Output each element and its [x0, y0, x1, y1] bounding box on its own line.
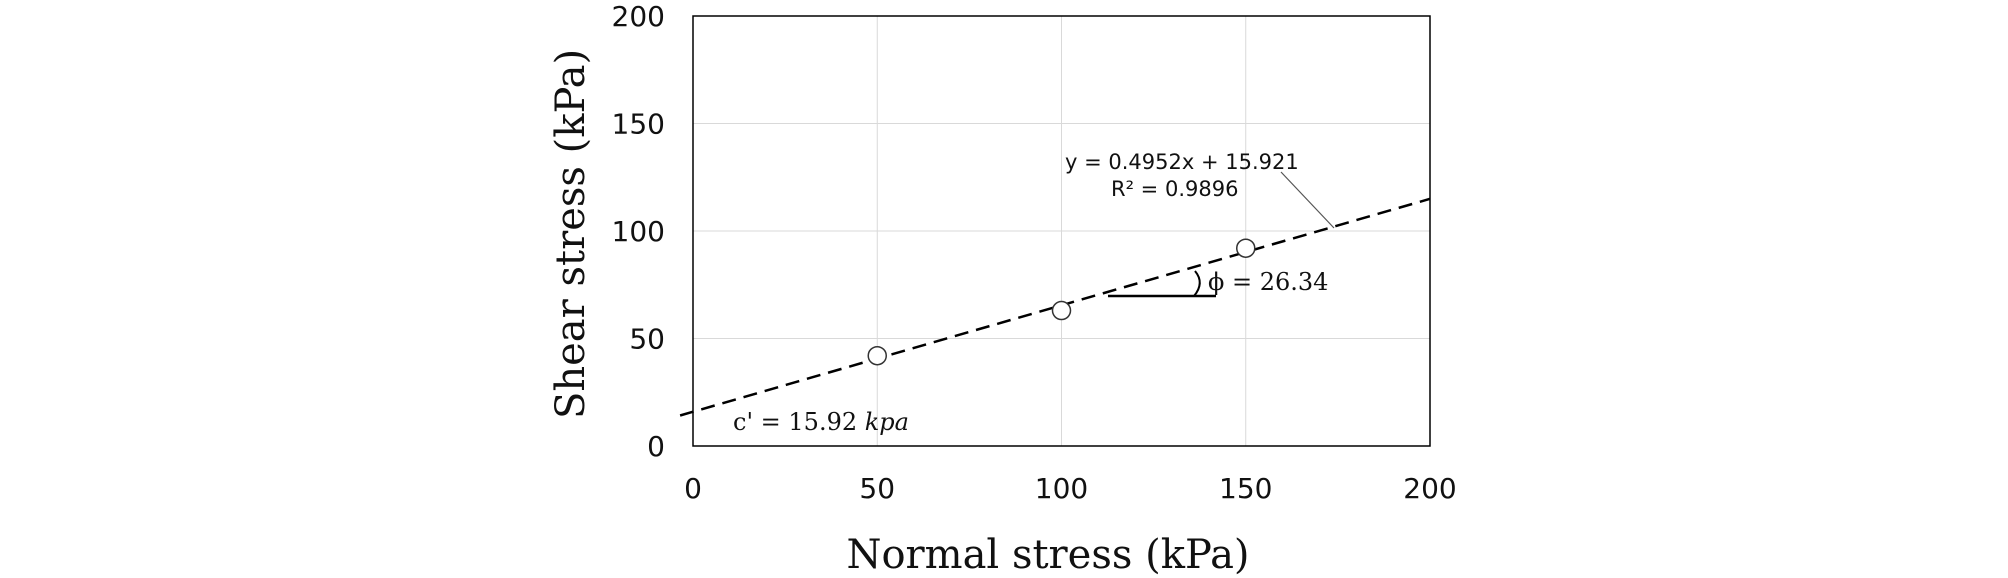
data-point [1236, 238, 1256, 258]
x-tick-label: 100 [1035, 472, 1088, 505]
y-tick-label: 100 [612, 215, 665, 248]
y-tick-label: 200 [612, 0, 665, 33]
trendline-equation: y = 0.4952x + 15.921 [1065, 150, 1299, 174]
x-tick-label: 50 [859, 472, 895, 505]
data-points [867, 238, 1256, 366]
y-tick-label: 0 [647, 430, 665, 463]
y-axis-title: Shear stress (kPa) [548, 49, 594, 419]
friction-angle-arc [1193, 270, 1201, 297]
data-point [1051, 300, 1072, 321]
x-tick-label: 0 [684, 472, 702, 505]
y-tick-label: 150 [612, 108, 665, 141]
y-tick-label: 50 [629, 323, 665, 356]
equation-leader-line [1280, 171, 1335, 229]
data-point [867, 345, 887, 366]
y-tick-labels: 0 50 100 150 200 [612, 0, 665, 463]
cohesion-value: c' = 15.92 [733, 408, 865, 436]
x-tick-label: 200 [1403, 472, 1456, 505]
x-tick-labels: 0 50 100 150 200 [684, 472, 1457, 505]
plot-area-border [692, 15, 1431, 447]
cohesion-unit: kpa [865, 408, 909, 436]
friction-angle-label: ϕ = 26.34 [1208, 268, 1328, 296]
trendline-group [679, 197, 1431, 417]
x-axis-title: Normal stress (kPa) [846, 532, 1249, 578]
trendline-r-squared: R² = 0.9896 [1111, 177, 1238, 201]
trendline [679, 197, 1431, 417]
x-tick-label: 150 [1219, 472, 1272, 505]
cohesion-label: c' = 15.92 kpa [733, 408, 909, 436]
